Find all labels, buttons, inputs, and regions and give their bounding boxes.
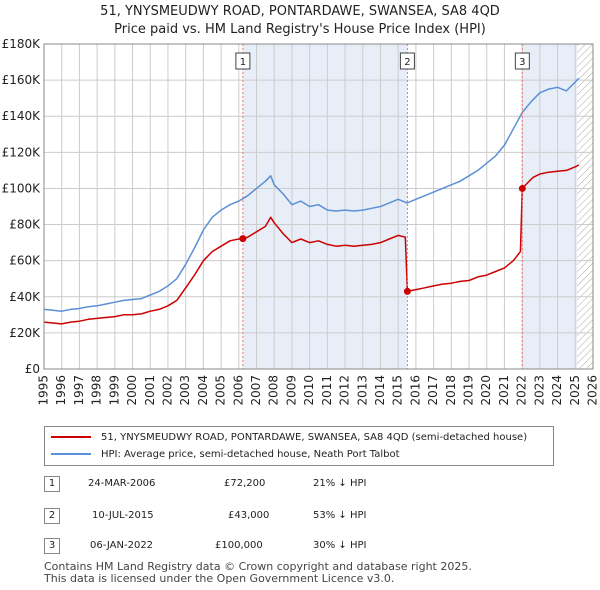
footer-copyright: Contains HM Land Registry data © Crown c… [44, 560, 472, 573]
x-tick-label: 1995 [37, 375, 51, 406]
transaction-row: 1 24-MAR-2006 £72,200 21% ↓ HPI [44, 476, 564, 492]
y-tick-label: £120K [2, 145, 42, 159]
marker-box [235, 52, 251, 70]
x-tick-label: 2014 [373, 375, 387, 406]
y-tick-label: £60K [9, 254, 41, 268]
y-tick-label: £40K [9, 290, 41, 304]
marker-box [514, 52, 530, 70]
x-tick-label: 2022 [515, 375, 529, 406]
sale-point [239, 235, 247, 243]
transaction-date: 06-JAN-2022 [90, 540, 154, 551]
legend: 51, YNYSMEUDWY ROAD, PONTARDAWE, SWANSEA… [44, 426, 554, 466]
x-tick-label: 2008 [267, 375, 281, 406]
hatched-region [577, 44, 593, 369]
legend-swatch-hpi [51, 453, 91, 455]
marker-label: 3 [519, 57, 525, 68]
transaction-row: 3 06-JAN-2022 £100,000 30% ↓ HPI [44, 538, 564, 554]
x-tick-label: 2006 [231, 375, 245, 406]
y-tick-label: £160K [2, 73, 42, 87]
marker-label: 2 [404, 57, 410, 68]
x-tick-label: 2025 [568, 375, 582, 406]
legend-item-property: 51, YNYSMEUDWY ROAD, PONTARDAWE, SWANSEA… [51, 429, 527, 445]
sale-point [518, 184, 526, 192]
x-tick-label: 2010 [302, 375, 316, 406]
y-tick-label: £180K [2, 37, 42, 51]
plot-frame [43, 43, 594, 370]
x-tick-label: 2016 [408, 375, 422, 406]
transaction-price: £72,200 [224, 478, 266, 489]
chart-subtitle: Price paid vs. HM Land Registry's House … [114, 22, 486, 37]
transaction-hpi-diff: 30% ↓ HPI [313, 540, 367, 551]
price-chart: 1 2 3 £0 £20K £40K £60K £80K £100K £120K £140K £16… [2, 37, 600, 406]
x-tick-label: 2005 [214, 375, 228, 406]
sale-point [403, 287, 411, 295]
property-price-line [43, 164, 580, 325]
legend-label-hpi: HPI: Average price, semi-detached house,… [101, 448, 400, 460]
legend-label-property: 51, YNYSMEUDWY ROAD, PONTARDAWE, SWANSEA… [101, 431, 528, 443]
y-tick-label: £140K [2, 109, 42, 123]
transaction-date: 24-MAR-2006 [88, 478, 156, 489]
y-tick-label: £0 [25, 362, 40, 376]
x-tick-label: 1997 [72, 375, 86, 406]
x-tick-label: 2000 [125, 375, 139, 406]
x-tick-label: 2023 [532, 375, 546, 406]
x-tick-label: 1998 [90, 375, 104, 406]
x-tick-label: 2020 [479, 375, 493, 406]
transaction-date: 10-JUL-2015 [92, 510, 154, 521]
x-tick-label: 2015 [391, 375, 405, 406]
x-tick-label: 2002 [160, 375, 174, 406]
x-tick-label: 2012 [338, 375, 352, 406]
x-tick-label: 2004 [196, 375, 210, 406]
marker-label: 1 [240, 57, 246, 68]
x-tick-label: 2018 [444, 375, 458, 406]
transaction-row: 2 10-JUL-2015 £43,000 53% ↓ HPI [44, 508, 564, 524]
y-tick-label: £80K [9, 218, 41, 232]
footer-licence: This data is licensed under the Open Gov… [44, 572, 395, 585]
legend-item-hpi: HPI: Average price, semi-detached house,… [51, 446, 400, 462]
y-tick-label: £20K [9, 326, 41, 340]
x-tick-label: 2019 [462, 375, 476, 406]
transaction-price: £100,000 [215, 540, 263, 551]
hpi-line [43, 77, 580, 312]
legend-swatch-property [51, 436, 91, 438]
transaction-hpi-diff: 21% ↓ HPI [313, 478, 367, 489]
shaded-period [242, 44, 408, 369]
x-tick-label: 2011 [320, 375, 334, 406]
x-tick-label: 1999 [107, 375, 121, 406]
marker-box [399, 52, 415, 70]
y-tick-label: £100K [2, 181, 42, 195]
shaded-period [522, 44, 578, 369]
transaction-price: £43,000 [228, 510, 270, 521]
transaction-number: 1 [44, 476, 60, 492]
x-tick-label: 2026 [586, 375, 600, 406]
transaction-number: 3 [44, 538, 60, 554]
chart-title: 51, YNYSMEUDWY ROAD, PONTARDAWE, SWANSEA… [100, 4, 500, 19]
x-tick-label: 1996 [54, 375, 68, 406]
x-tick-label: 2021 [497, 375, 511, 406]
x-tick-label: 2017 [426, 375, 440, 406]
transaction-number: 2 [44, 508, 60, 524]
x-tick-label: 2009 [284, 375, 298, 406]
x-tick-label: 2007 [249, 375, 263, 406]
x-tick-label: 2024 [550, 375, 564, 406]
x-tick-label: 2003 [178, 375, 192, 406]
x-tick-label: 2013 [355, 375, 369, 406]
x-tick-label: 2001 [143, 375, 157, 406]
transaction-hpi-diff: 53% ↓ HPI [313, 510, 367, 521]
